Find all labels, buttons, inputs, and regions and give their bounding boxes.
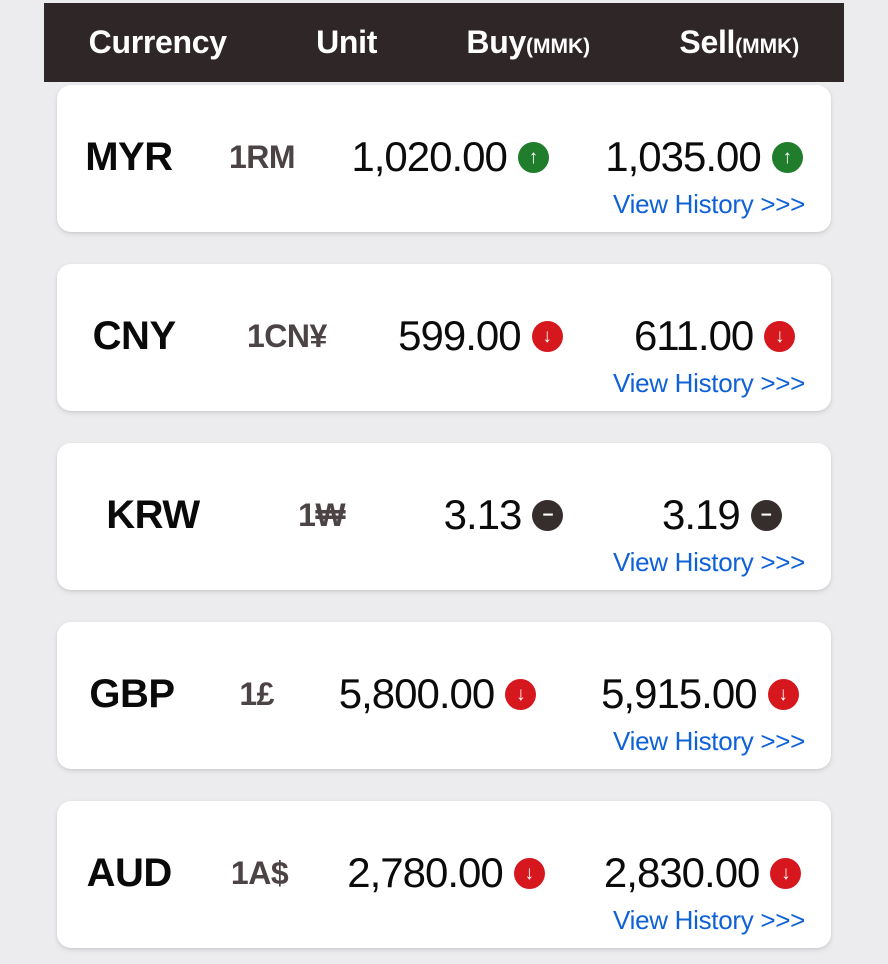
view-history-link-myr[interactable]: View History >>> — [613, 189, 805, 219]
rate-card-myr: MYR 1RM 1,020.00 ↑ 1,035.00 ↑ View Histo… — [57, 85, 831, 232]
trend-up-icon: ↑ — [771, 141, 803, 173]
sell-rate: 1,035.00 ↑ — [605, 133, 803, 181]
sell-rate-value: 2,830.00 — [603, 849, 760, 896]
rate-row: CNY 1CN¥ 599.00 ↓ 611.00 ↓ — [57, 304, 831, 368]
buy-rate-value: 1,020.00 — [351, 133, 507, 180]
buy-rate-value: 599.00 — [398, 312, 521, 359]
view-history-link-cny[interactable]: View History >>> — [613, 368, 805, 398]
rate-card-cny: CNY 1CN¥ 599.00 ↓ 611.00 ↓ View History … — [57, 264, 831, 411]
column-header-currency: Currency — [89, 24, 227, 61]
trend-down-icon: ↓ — [767, 678, 799, 710]
history-row: View History >>> — [57, 905, 831, 940]
currency-code: CNY — [92, 313, 176, 358]
currency-unit: 1£ — [239, 675, 274, 712]
currency-unit: 1CN¥ — [246, 317, 327, 354]
rate-card-gbp: GBP 1£ 5,800.00 ↓ 5,915.00 ↓ View Histor… — [57, 622, 831, 769]
buy-rate-value: 2,780.00 — [347, 849, 503, 896]
sell-rate-value: 1,035.00 — [605, 133, 761, 180]
column-header-unit-label: Unit — [316, 24, 378, 60]
buy-rate: 599.00 ↓ — [398, 312, 563, 360]
column-header-currency-label: Currency — [88, 24, 227, 60]
column-header-buy-label: Buy — [466, 24, 526, 60]
sell-rate: 3.19 − — [662, 491, 782, 539]
column-header-buy: Buy(MMK) — [466, 24, 590, 61]
currency-code: KRW — [106, 492, 200, 537]
sell-rate-value: 611.00 — [633, 312, 754, 359]
column-header-sell-label: Sell — [679, 24, 736, 60]
sell-rate: 611.00 ↓ — [633, 312, 796, 360]
trend-down-icon: ↓ — [764, 320, 796, 352]
trend-down-icon: ↓ — [770, 857, 802, 889]
history-row: View History >>> — [57, 547, 831, 582]
currency-code: AUD — [86, 850, 173, 895]
buy-rate: 5,800.00 ↓ — [339, 670, 537, 718]
rate-card-aud: AUD 1A$ 2,780.00 ↓ 2,830.00 ↓ View Histo… — [57, 801, 831, 948]
rates-table-header: Currency Unit Buy(MMK) Sell(MMK) — [44, 3, 844, 82]
rate-row: AUD 1A$ 2,780.00 ↓ 2,830.00 ↓ — [57, 841, 831, 905]
sell-rate-value: 5,915.00 — [601, 670, 757, 717]
buy-rate: 2,780.00 ↓ — [347, 849, 545, 897]
view-history-link-aud[interactable]: View History >>> — [613, 905, 805, 935]
sell-rate: 2,830.00 ↓ — [604, 849, 802, 897]
trend-flat-icon: − — [532, 499, 564, 531]
buy-rate: 1,020.00 ↑ — [351, 133, 549, 181]
trend-down-icon: ↓ — [531, 320, 563, 352]
history-row: View History >>> — [57, 368, 831, 403]
column-header-buy-suffix: (MMK) — [525, 35, 591, 58]
rate-row: KRW 1₩ 3.13 − 3.19 − — [57, 483, 831, 547]
trend-down-icon: ↓ — [513, 857, 545, 889]
currency-unit: 1₩ — [298, 496, 346, 533]
buy-rate: 3.13 − — [444, 491, 564, 539]
rate-row: GBP 1£ 5,800.00 ↓ 5,915.00 ↓ — [57, 662, 831, 726]
currency-unit: 1A$ — [230, 854, 289, 891]
currency-code: MYR — [85, 134, 173, 179]
trend-down-icon: ↓ — [505, 678, 537, 710]
column-header-sell-suffix: (MMK) — [735, 35, 800, 58]
currency-unit: 1RM — [228, 138, 296, 175]
buy-rate-value: 3.13 — [443, 491, 523, 538]
history-row: View History >>> — [57, 189, 831, 224]
trend-flat-icon: − — [750, 499, 782, 531]
rate-row: MYR 1RM 1,020.00 ↑ 1,035.00 ↑ — [57, 125, 831, 189]
sell-rate-value: 3.19 — [661, 491, 741, 538]
view-history-link-krw[interactable]: View History >>> — [613, 547, 805, 577]
rate-card-krw: KRW 1₩ 3.13 − 3.19 − View History >>> — [57, 443, 831, 590]
column-header-sell: Sell(MMK) — [679, 24, 799, 61]
view-history-link-gbp[interactable]: View History >>> — [613, 726, 805, 756]
buy-rate-value: 5,800.00 — [338, 670, 495, 717]
sell-rate: 5,915.00 ↓ — [601, 670, 799, 718]
column-header-unit: Unit — [316, 24, 377, 61]
currency-code: GBP — [89, 671, 175, 716]
history-row: View History >>> — [57, 726, 831, 761]
trend-up-icon: ↑ — [517, 141, 549, 173]
